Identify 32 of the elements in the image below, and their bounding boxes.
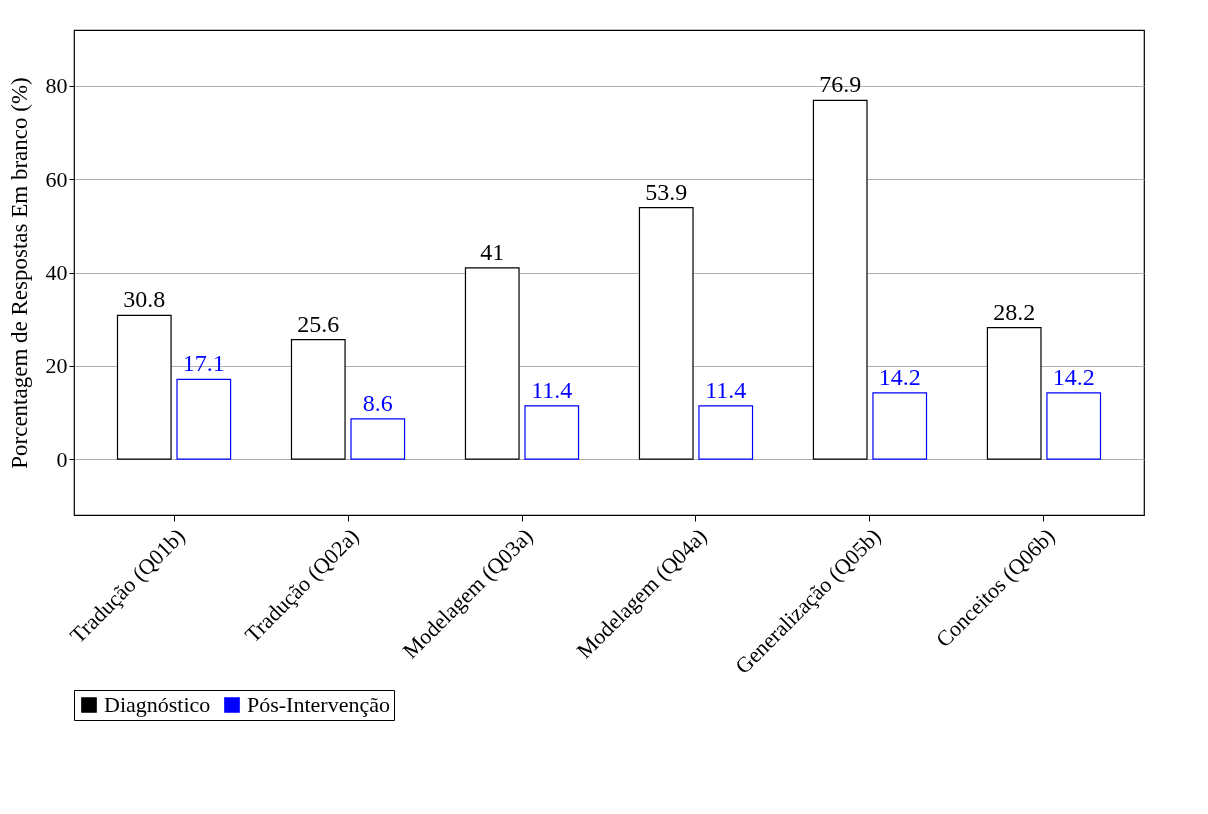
bar	[176, 378, 232, 460]
data-label: 17.1	[182, 350, 225, 377]
data-label: 8.6	[362, 389, 393, 416]
data-label: 14.2	[1052, 363, 1095, 390]
bar	[464, 267, 520, 460]
data-label: 14.2	[878, 363, 921, 390]
data-label: 28.2	[993, 298, 1036, 325]
y-tick-label: 60	[45, 166, 68, 192]
bar	[1046, 392, 1102, 460]
y-tick-label: 20	[45, 353, 68, 379]
legend-label: Diagnóstico	[104, 692, 211, 717]
legend-label: Pós-Intervenção	[247, 692, 390, 717]
bar	[290, 339, 346, 460]
data-label: 30.8	[123, 286, 166, 313]
y-tick-label: 40	[45, 260, 68, 285]
bar	[698, 405, 754, 460]
bar	[638, 207, 694, 460]
y-tick-label: 0	[56, 446, 68, 472]
bar	[524, 405, 580, 460]
data-label: 11.4	[531, 376, 573, 403]
data-label: 41	[480, 238, 505, 265]
bar	[116, 314, 172, 460]
y-tick-label: 80	[45, 73, 68, 99]
data-label: 25.6	[297, 310, 340, 337]
bar	[872, 392, 928, 460]
bar	[986, 326, 1042, 460]
y-axis-title: Porcentagem de Respostas Em branco (%)	[6, 77, 32, 469]
data-label: 53.9	[645, 178, 688, 205]
bar	[812, 99, 868, 460]
bar	[350, 418, 406, 460]
data-label: 76.9	[819, 71, 862, 98]
data-label: 11.4	[705, 376, 747, 403]
